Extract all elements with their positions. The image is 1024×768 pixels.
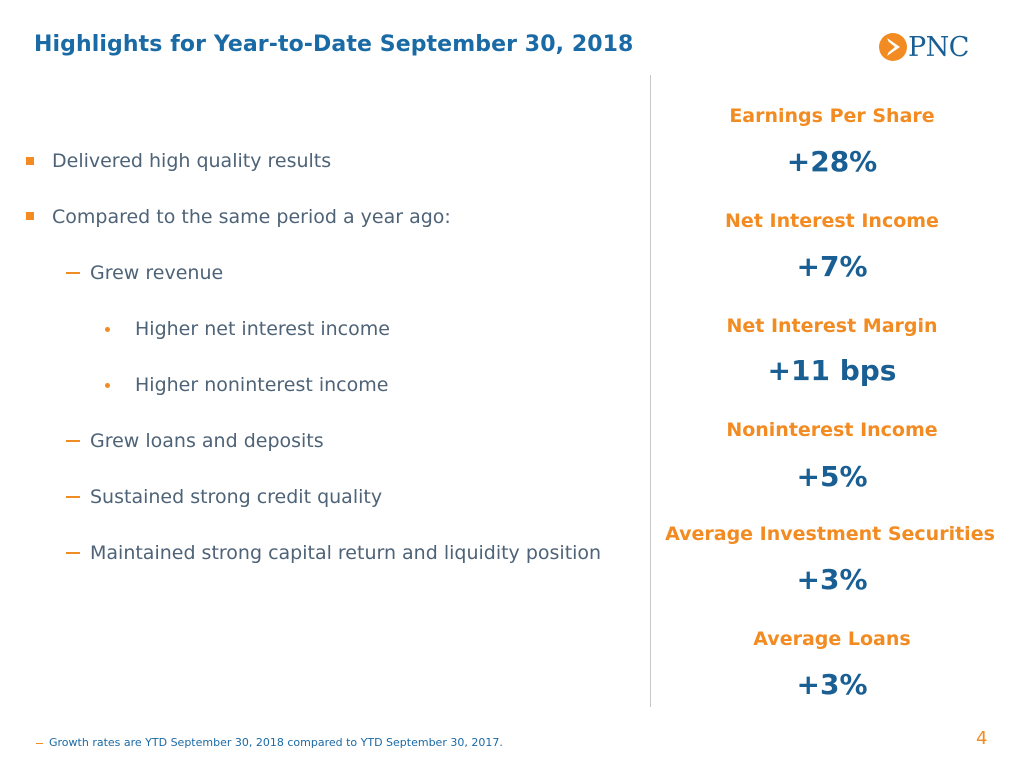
dash-bullet-icon [66,440,80,442]
bullet-item: Maintained strong capital return and liq… [90,542,602,564]
square-bullet-icon [26,212,34,220]
footnote-dash-icon [36,742,43,744]
footnote: Growth rates are YTD September 30, 2018 … [36,736,503,749]
metric-label: Average Loans [753,628,911,650]
metric-label: Earnings Per Share [729,105,935,127]
bullet-item: Grew revenue [90,262,224,284]
bullet-item: Higher noninterest income [135,374,389,396]
bullet-item: Delivered high quality results [52,150,332,172]
dash-bullet-icon [66,552,80,554]
dot-bullet-icon [105,383,110,388]
square-bullet-icon [26,157,34,165]
metric-value: +3% [796,668,868,701]
logo-wordmark: PNC [908,32,969,63]
dash-bullet-icon [66,496,80,498]
metric-value: +7% [796,250,868,283]
metric-value: +28% [786,145,878,178]
bullet-item: Sustained strong credit quality [90,486,383,508]
bullet-item: Compared to the same period a year ago: [52,206,451,228]
metric-value: +3% [796,563,868,596]
metric-label: Net Interest Margin [726,315,938,337]
dash-bullet-icon [66,272,80,274]
bullet-item: Higher net interest income [135,318,390,340]
metric-label: Net Interest Income [725,210,939,232]
metric-label: Average Investment Securities [665,523,995,545]
pnc-arrow-logo-icon [879,33,907,61]
pnc-logo: PNC [878,30,993,66]
page-number: 4 [976,728,988,749]
metric-value: +5% [796,460,868,493]
metric-label: Noninterest Income [726,419,938,441]
vertical-divider [650,75,651,707]
page-title: Highlights for Year-to-Date September 30… [34,32,634,57]
footnote-text: Growth rates are YTD September 30, 2018 … [49,736,503,749]
dot-bullet-icon [105,327,110,332]
metric-value: +11 bps [767,354,897,387]
bullet-item: Grew loans and deposits [90,430,324,452]
